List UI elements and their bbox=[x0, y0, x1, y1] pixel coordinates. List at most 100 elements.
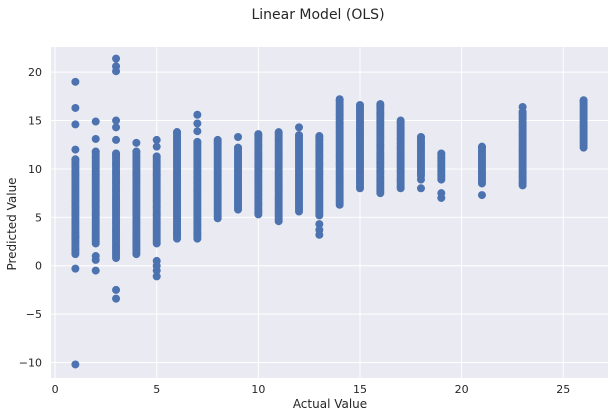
data-point bbox=[91, 255, 100, 264]
data-point bbox=[477, 142, 486, 151]
data-point bbox=[416, 175, 425, 184]
data-point bbox=[71, 155, 80, 164]
data-column-x-18 bbox=[416, 133, 425, 193]
data-point bbox=[152, 142, 161, 151]
y-tick-label: 15 bbox=[28, 115, 42, 128]
data-point bbox=[132, 147, 141, 156]
data-point bbox=[579, 96, 588, 105]
x-tick-label: 25 bbox=[556, 383, 570, 396]
data-point bbox=[315, 220, 324, 229]
data-point bbox=[112, 116, 121, 125]
y-tick-label: −5 bbox=[26, 308, 42, 321]
data-point bbox=[91, 147, 100, 156]
data-point bbox=[193, 127, 202, 136]
x-tick-label: 15 bbox=[353, 383, 367, 396]
data-point bbox=[91, 266, 100, 275]
y-tick-label: 20 bbox=[28, 66, 42, 79]
data-point bbox=[416, 184, 425, 193]
x-axis-label: Actual Value bbox=[293, 397, 367, 411]
data-point bbox=[173, 128, 182, 137]
data-point bbox=[152, 266, 161, 275]
data-point bbox=[91, 117, 100, 126]
data-point bbox=[437, 149, 446, 158]
y-axis-label: Predicted Value bbox=[5, 177, 19, 270]
data-column-x-11 bbox=[274, 128, 283, 226]
data-point bbox=[315, 132, 324, 141]
data-point bbox=[91, 134, 100, 143]
data-point bbox=[234, 143, 243, 152]
data-point bbox=[112, 67, 121, 76]
data-point bbox=[477, 191, 486, 200]
data-point bbox=[193, 137, 202, 146]
data-point bbox=[112, 123, 121, 132]
data-column-x-8 bbox=[213, 135, 222, 223]
data-point bbox=[234, 133, 243, 142]
data-point bbox=[152, 135, 161, 144]
y-tick-label: 0 bbox=[35, 260, 42, 273]
data-point bbox=[112, 285, 121, 294]
data-point bbox=[355, 101, 364, 110]
x-tick-label: 0 bbox=[52, 383, 59, 396]
data-point bbox=[71, 232, 80, 241]
data-point bbox=[416, 133, 425, 142]
data-column-x-26 bbox=[579, 96, 588, 152]
data-point bbox=[71, 120, 80, 129]
data-column-x-10 bbox=[254, 130, 263, 219]
chart-title: Linear Model (OLS) bbox=[251, 7, 384, 23]
data-point bbox=[274, 128, 283, 137]
x-tick-label: 10 bbox=[251, 383, 265, 396]
data-point bbox=[71, 145, 80, 154]
data-column-x-6 bbox=[173, 128, 182, 243]
data-point bbox=[437, 189, 446, 198]
data-column-x-21 bbox=[477, 142, 486, 200]
data-column-x-2 bbox=[91, 117, 100, 275]
plot-background bbox=[51, 47, 608, 378]
x-tick-label: 20 bbox=[455, 383, 469, 396]
data-point bbox=[112, 294, 121, 303]
data-point bbox=[132, 138, 141, 147]
y-axis-ticks: −10 −5 0 5 10 15 20 bbox=[19, 66, 42, 369]
data-point bbox=[518, 103, 527, 112]
data-point bbox=[71, 77, 80, 86]
data-point bbox=[193, 119, 202, 128]
data-point bbox=[152, 272, 161, 281]
data-point bbox=[295, 131, 304, 140]
data-point bbox=[315, 230, 324, 239]
data-point bbox=[71, 360, 80, 369]
data-column-x-17 bbox=[396, 116, 405, 193]
data-point bbox=[295, 123, 304, 132]
data-column-x-5 bbox=[152, 135, 161, 281]
data-point bbox=[112, 149, 121, 158]
x-axis-ticks: 0 5 10 15 20 25 bbox=[52, 383, 571, 396]
plot-area bbox=[51, 47, 608, 378]
data-point bbox=[213, 135, 222, 144]
data-point bbox=[71, 264, 80, 273]
data-point bbox=[112, 54, 121, 63]
data-column-x-12 bbox=[295, 123, 304, 216]
data-point bbox=[396, 116, 405, 125]
x-tick-label: 5 bbox=[153, 383, 160, 396]
data-column-x-23 bbox=[518, 103, 527, 190]
data-column-x-14 bbox=[335, 95, 344, 209]
data-point bbox=[112, 135, 121, 144]
data-column-x-16 bbox=[376, 100, 385, 198]
data-column-x-7 bbox=[193, 110, 202, 243]
y-tick-label: −10 bbox=[19, 357, 42, 370]
data-column-x-3 bbox=[112, 54, 121, 303]
data-point bbox=[71, 103, 80, 112]
data-column-x-15 bbox=[355, 101, 364, 193]
data-column-x-19 bbox=[437, 149, 446, 202]
data-points bbox=[71, 54, 588, 369]
data-column-x-13 bbox=[315, 132, 324, 239]
data-point bbox=[152, 152, 161, 161]
data-point bbox=[254, 130, 263, 139]
y-tick-label: 5 bbox=[35, 211, 42, 224]
data-column-x-9 bbox=[234, 133, 243, 214]
data-point bbox=[193, 110, 202, 119]
y-tick-label: 10 bbox=[28, 163, 42, 176]
data-point bbox=[335, 95, 344, 104]
data-column-x-1 bbox=[71, 77, 80, 369]
data-point bbox=[376, 100, 385, 109]
data-column-x-4 bbox=[132, 138, 141, 259]
